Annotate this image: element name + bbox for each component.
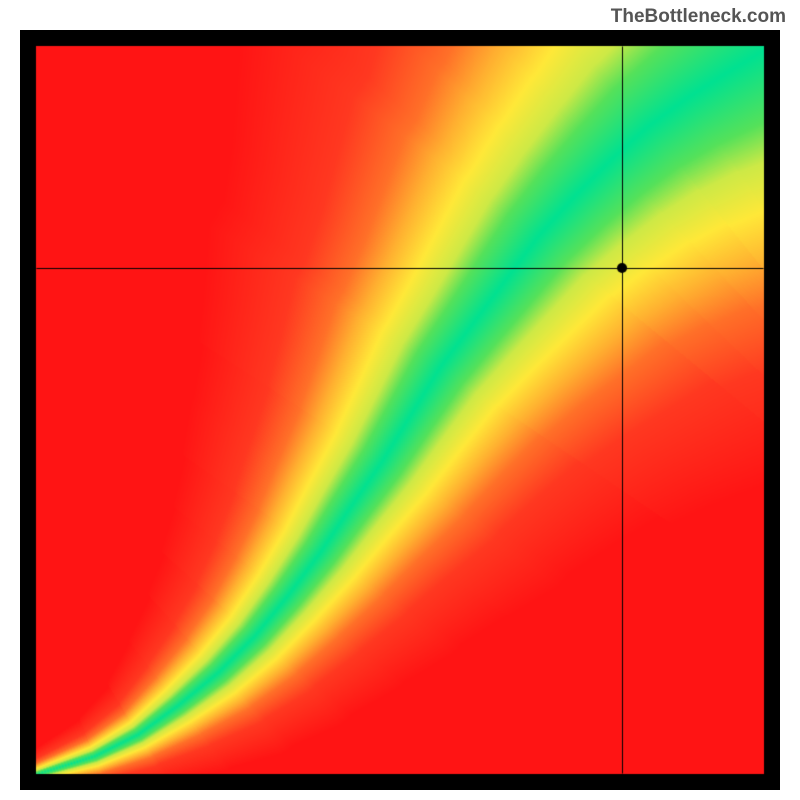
heatmap-canvas [20, 30, 780, 790]
bottleneck-heatmap [20, 30, 780, 790]
attribution-text: TheBottleneck.com [611, 6, 786, 28]
